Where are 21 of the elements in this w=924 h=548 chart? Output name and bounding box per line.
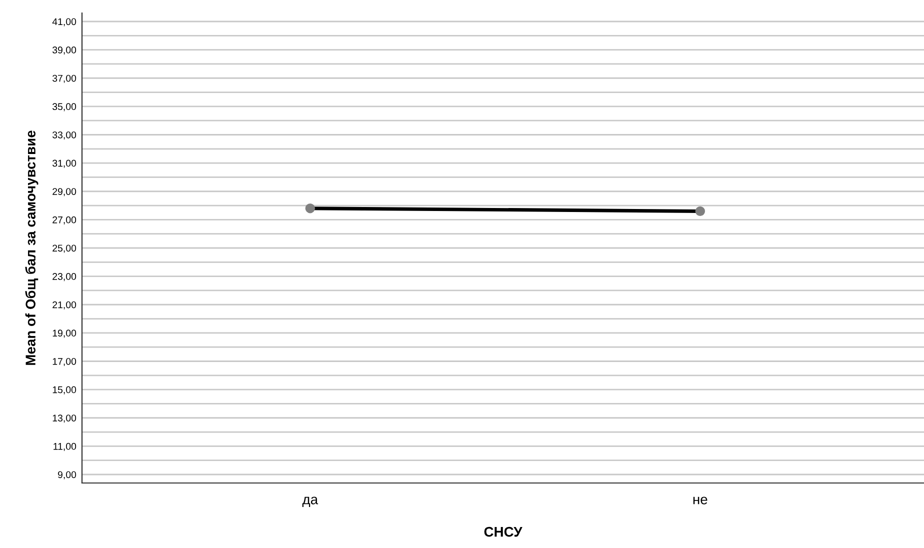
- y-tick-label: 39,00: [52, 46, 76, 55]
- y-tick-label: 33,00: [52, 131, 76, 140]
- y-tick-label: 13,00: [52, 414, 76, 423]
- y-tick-label: 29,00: [52, 188, 76, 196]
- x-axis-title: СНСУ: [484, 526, 522, 537]
- y-tick-label: 19,00: [52, 330, 76, 338]
- y-tick-label: 37,00: [52, 74, 76, 83]
- y-axis-title: Mean of Общ бал за самочувствие: [25, 130, 38, 365]
- y-tick-label: 25,00: [52, 244, 76, 253]
- x-tick-label: да: [302, 496, 318, 507]
- y-tick-label: 27,00: [52, 216, 76, 224]
- y-tick-label: 9,00: [58, 471, 76, 480]
- x-tick-label: не: [693, 496, 708, 504]
- y-tick-label: 17,00: [52, 358, 76, 366]
- y-tick-label: 23,00: [52, 273, 76, 282]
- y-tick-label: 31,00: [52, 160, 76, 168]
- y-tick-label: 41,00: [52, 18, 76, 26]
- y-tick-label: 15,00: [52, 386, 76, 394]
- y-tick-label: 35,00: [52, 103, 76, 112]
- y-tick-label: 11,00: [54, 442, 76, 451]
- y-tick-label: 21,00: [52, 301, 76, 310]
